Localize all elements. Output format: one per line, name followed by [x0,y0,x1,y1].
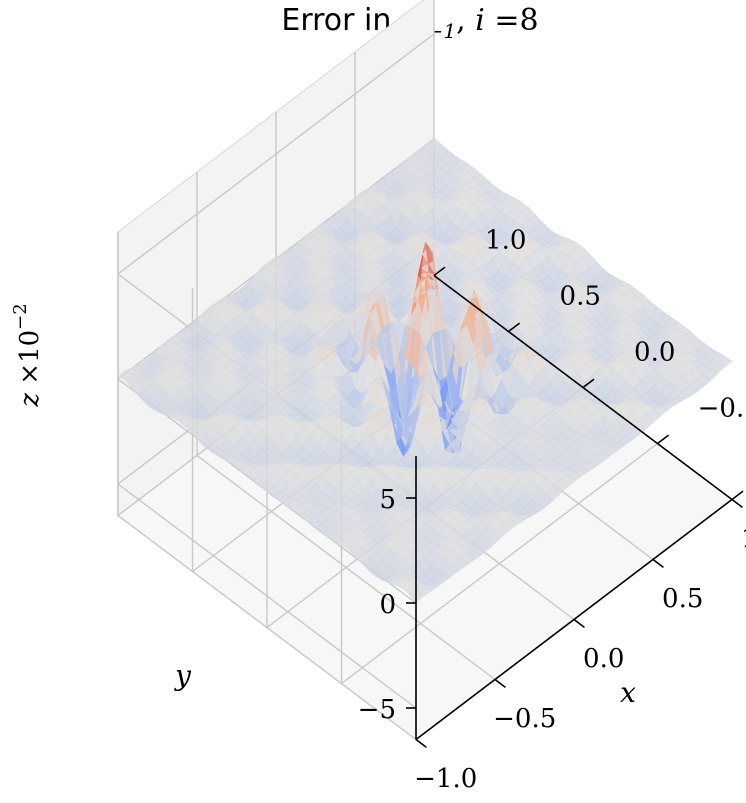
y-tick-mark [731,490,744,501]
y-tick-label: −0.5 [698,394,746,424]
x-tick-mark [415,738,427,748]
z-tick-label: 0 [379,590,396,620]
axes [406,266,744,748]
surface-mesh [117,137,733,603]
z-tick-label: −5 [358,695,396,725]
x-tick-mark [494,678,506,688]
y-tick-mark [582,378,595,389]
z-tick-label: 5 [379,485,396,515]
y-tick-label: 0.5 [560,282,601,312]
tick-labels: −1.0−0.50.00.51.0−1.0−0.50.00.51.0−505 [358,226,746,794]
x-tick-label: 1.0 [741,524,746,554]
y-tick-label: 0.0 [634,338,675,368]
y-tick-mark [433,266,446,277]
x-tick-mark [652,558,664,568]
x-tick-label: −1.0 [414,764,477,794]
x-axis-label: x [620,676,636,709]
y-tick-label: 1.0 [485,226,526,256]
z-axis-label: z ×10−2 [10,303,45,407]
x-tick-label: 0.0 [583,644,624,674]
x-tick-mark [573,618,585,628]
x-tick-mark [731,498,743,508]
y-tick-mark [508,322,521,333]
surface-facet [717,356,733,368]
x-tick-label: −0.5 [493,704,556,734]
x-tick-label: 0.5 [662,584,703,614]
y-axis-label: y [173,659,192,692]
y-tick-mark [657,434,670,445]
